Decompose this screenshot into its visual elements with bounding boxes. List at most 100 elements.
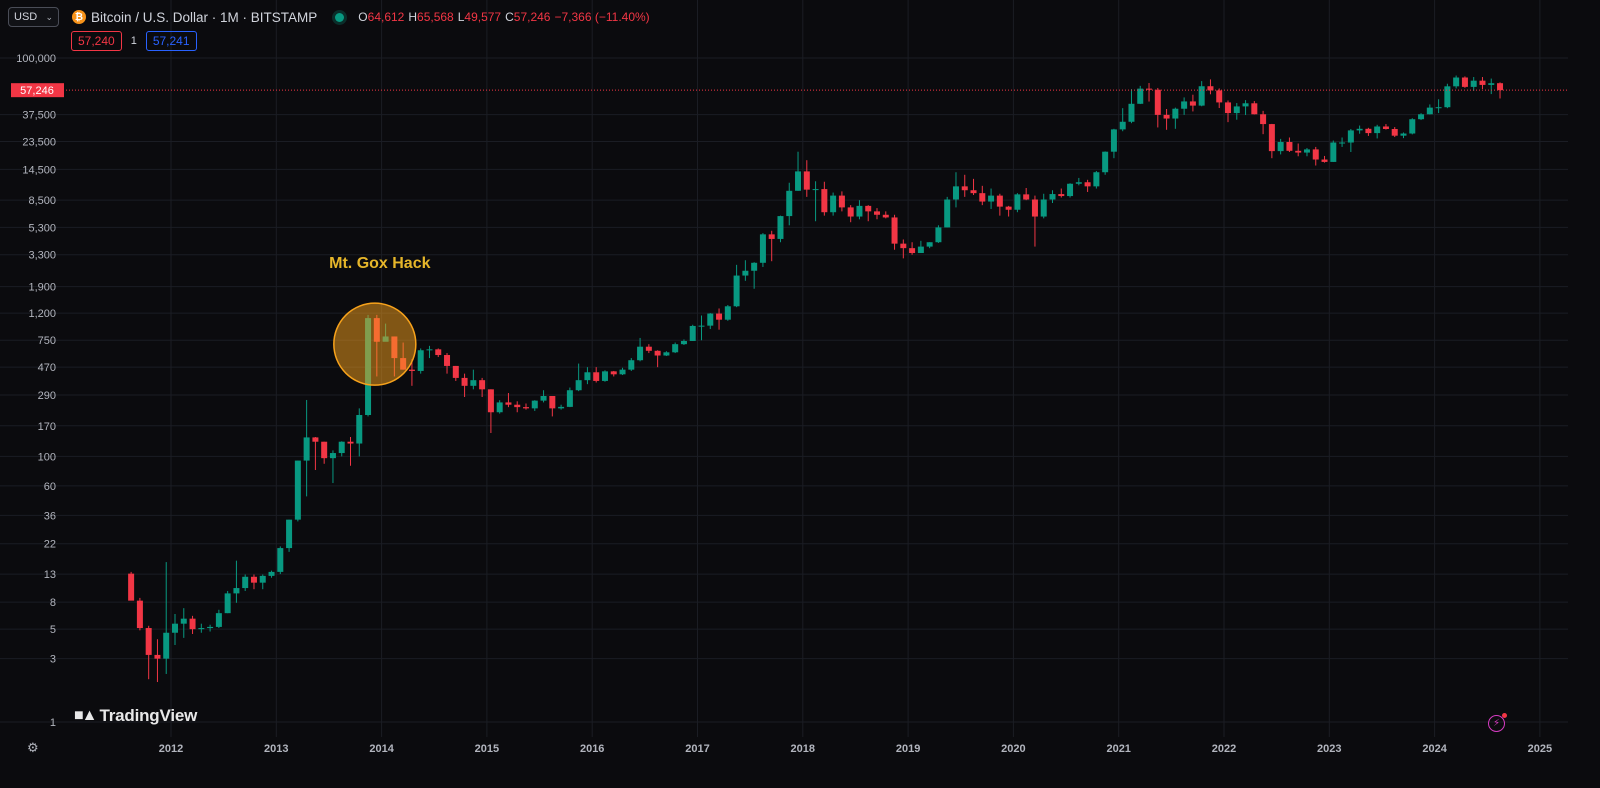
candle[interactable] — [874, 208, 880, 220]
market-status-icon[interactable] — [335, 12, 345, 22]
candle[interactable] — [540, 390, 547, 403]
candle[interactable] — [1303, 148, 1310, 157]
candle[interactable] — [566, 387, 573, 408]
candle[interactable] — [198, 623, 205, 633]
candle[interactable] — [242, 574, 249, 591]
candle[interactable] — [1260, 110, 1267, 135]
candle[interactable] — [1181, 97, 1188, 115]
candle[interactable] — [680, 339, 687, 346]
candle[interactable] — [672, 342, 679, 354]
candle[interactable] — [707, 313, 714, 330]
candle[interactable] — [1312, 146, 1319, 166]
candle[interactable] — [1110, 128, 1117, 159]
candle[interactable] — [1102, 151, 1109, 175]
candle[interactable] — [1093, 170, 1100, 189]
candle[interactable] — [698, 315, 705, 341]
candle[interactable] — [277, 546, 284, 575]
candle[interactable] — [452, 365, 459, 381]
annotation-circle[interactable] — [333, 302, 417, 386]
candle[interactable] — [1119, 108, 1126, 132]
candle[interactable] — [321, 441, 328, 464]
candle[interactable] — [593, 367, 600, 383]
candle[interactable] — [909, 242, 916, 255]
candle[interactable] — [812, 181, 819, 222]
gear-icon[interactable]: ⚙ — [27, 740, 39, 755]
candle[interactable] — [724, 305, 731, 321]
candle[interactable] — [1400, 132, 1407, 139]
candle[interactable] — [1049, 190, 1056, 203]
candle[interactable] — [882, 211, 889, 219]
candle[interactable] — [549, 395, 556, 417]
candle[interactable] — [1409, 118, 1416, 135]
candle[interactable] — [444, 353, 451, 374]
candle[interactable] — [128, 571, 135, 601]
candle[interactable] — [952, 172, 959, 208]
candle[interactable] — [514, 401, 521, 413]
candle[interactable] — [1382, 124, 1389, 130]
candle[interactable] — [1172, 107, 1179, 129]
candle[interactable] — [847, 205, 854, 223]
candle[interactable] — [917, 240, 924, 254]
candle[interactable] — [751, 262, 758, 289]
candle[interactable] — [215, 609, 222, 629]
candle[interactable] — [1189, 94, 1196, 112]
candle[interactable] — [163, 562, 170, 674]
candle[interactable] — [601, 370, 608, 382]
candle[interactable] — [1374, 124, 1381, 139]
lightning-icon[interactable]: ⚡ — [1488, 713, 1507, 732]
candle[interactable] — [1444, 83, 1451, 109]
candle[interactable] — [891, 214, 898, 250]
candle[interactable] — [1321, 155, 1328, 163]
sell-price-button[interactable]: 57,240 — [71, 31, 122, 51]
candle[interactable] — [470, 369, 477, 390]
candle[interactable] — [224, 590, 231, 614]
candle[interactable] — [1268, 123, 1275, 159]
candle[interactable] — [777, 215, 784, 243]
candle[interactable] — [172, 614, 178, 646]
candle[interactable] — [136, 597, 143, 631]
candle[interactable] — [312, 436, 319, 470]
candle[interactable] — [496, 400, 503, 414]
candle[interactable] — [233, 560, 240, 603]
candle[interactable] — [1479, 77, 1486, 90]
candle[interactable] — [303, 399, 310, 497]
candle[interactable] — [716, 308, 723, 330]
candle[interactable] — [1277, 138, 1284, 155]
candle[interactable] — [865, 205, 872, 222]
candle[interactable] — [1137, 85, 1144, 105]
candle[interactable] — [461, 373, 468, 398]
candle[interactable] — [584, 367, 591, 385]
candle[interactable] — [803, 160, 810, 197]
candle[interactable] — [1198, 81, 1205, 107]
candle[interactable] — [1031, 195, 1038, 247]
candle[interactable] — [154, 639, 161, 683]
candle[interactable] — [329, 450, 336, 484]
buy-price-button[interactable]: 57,241 — [145, 31, 197, 51]
candle[interactable] — [1453, 75, 1460, 89]
candle[interactable] — [259, 574, 266, 590]
candle[interactable] — [1391, 127, 1398, 138]
candle[interactable] — [1295, 143, 1302, 157]
symbol-title[interactable]: Bitcoin / U.S. Dollar · 1M · BITSTAMP — [91, 9, 318, 25]
candle[interactable] — [1365, 127, 1372, 136]
candle[interactable] — [1461, 76, 1468, 88]
candle[interactable] — [1067, 183, 1074, 198]
candle[interactable] — [286, 519, 293, 552]
candle[interactable] — [479, 377, 486, 398]
candle[interactable] — [558, 404, 565, 410]
candle[interactable] — [926, 242, 933, 249]
candle[interactable] — [1488, 78, 1495, 95]
candle[interactable] — [189, 615, 196, 634]
candle[interactable] — [970, 178, 977, 195]
candle[interactable] — [733, 264, 740, 308]
candle[interactable] — [268, 570, 275, 578]
candle[interactable] — [654, 350, 661, 368]
candle[interactable] — [838, 191, 845, 212]
candle[interactable] — [988, 188, 995, 209]
candle[interactable] — [487, 389, 494, 434]
annotation-label[interactable]: Mt. Gox Hack — [329, 255, 430, 272]
candle[interactable] — [207, 624, 214, 632]
candle[interactable] — [830, 192, 837, 216]
candle[interactable] — [1339, 137, 1346, 147]
